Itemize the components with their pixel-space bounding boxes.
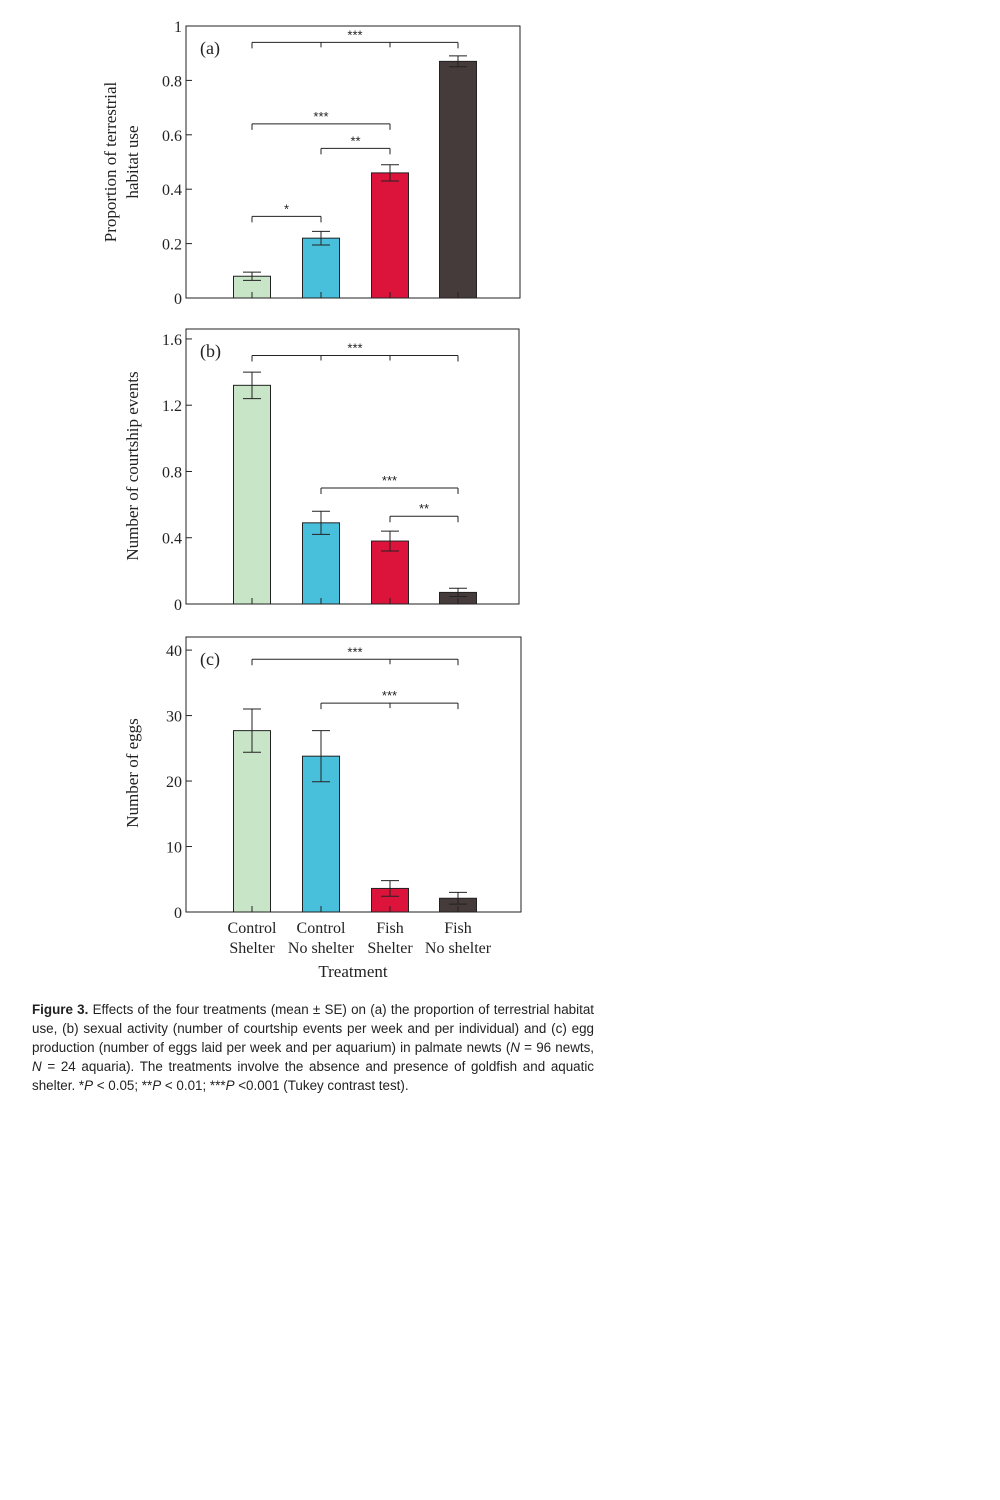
x-tick-label: Fish [376,920,404,937]
significance-label: ** [419,501,429,516]
y-axis-title: Proportion of terrestrial habitat use [101,81,142,242]
panel-label: (c) [200,649,220,670]
y-tick-label: 0 [174,905,182,922]
x-tick-label: Control [297,920,346,937]
significance-label: *** [347,341,362,356]
chart-panel-2: 0 0.4 0.8 1.2 1.6 Number of courtship events (… [123,328,520,614]
bar [439,60,477,299]
chart-panel-3: 0 10 20 30 40 Number of eggs (c) *** *** [123,636,522,922]
y-axis-title: Number of courtship events [123,371,142,560]
significance-label: *** [382,688,397,703]
x-axis-title: Treatment [318,962,388,981]
y-axis-title-line: habitat use [123,125,142,198]
y-tick-label: 20 [166,774,182,791]
x-tick-label: Shelter [367,940,413,957]
y-tick-label: 1 [174,19,182,36]
plot-frame [185,25,521,299]
x-tick-label: Control [228,920,277,937]
plot-frame [185,328,520,605]
bar [233,730,271,913]
y-tick-label: 0 [174,597,182,614]
y-tick-label: 0 [174,291,182,308]
y-tick-label: 1.2 [162,398,182,415]
x-tick-label: Fish [444,920,472,937]
y-axis-title-line: Proportion of terrestrial [101,81,120,242]
significance-label: *** [347,644,362,659]
y-axis-title: Number of eggs [123,718,142,828]
bar [302,522,340,605]
y-tick-label: 40 [166,643,182,660]
significance-label: *** [313,109,328,124]
y-tick-label: 1.6 [162,332,182,349]
chart-panel-1: 0 0.2 0.4 0.6 0.8 1 Proportion of terrestrial h… [101,19,521,308]
bar [371,172,409,299]
figure-chart: 0 0.2 0.4 0.6 0.8 1 Proportion of terrestrial h… [101,19,522,981]
y-tick-label: 10 [166,840,182,857]
bar [233,384,271,605]
x-axis-labels: Control Shelter Control No shelter Fish Shelt… [228,920,492,957]
y-tick-label: 0.8 [162,464,182,481]
y-tick-label: 0.6 [162,128,182,145]
y-tick-label: 0.4 [162,531,182,548]
significance-label: * [284,201,289,216]
y-tick-label: 0.8 [162,73,182,90]
plot-frame [185,636,522,913]
panel-label: (a) [200,38,220,59]
x-tick-label: Shelter [229,940,275,957]
bar [302,237,340,299]
panel-label: (b) [200,341,221,362]
x-tick-label: No shelter [425,940,492,957]
y-tick-label: 0.4 [162,182,182,199]
x-tick-label: No shelter [288,940,355,957]
bar [371,540,409,605]
y-tick-label: 0.2 [162,237,182,254]
significance-label: *** [382,473,397,488]
figure-caption: Figure 3. Effects of the four treatments… [32,1002,595,1093]
y-tick-label: 30 [166,709,182,726]
significance-label: *** [347,27,362,42]
significance-label: ** [350,133,360,148]
